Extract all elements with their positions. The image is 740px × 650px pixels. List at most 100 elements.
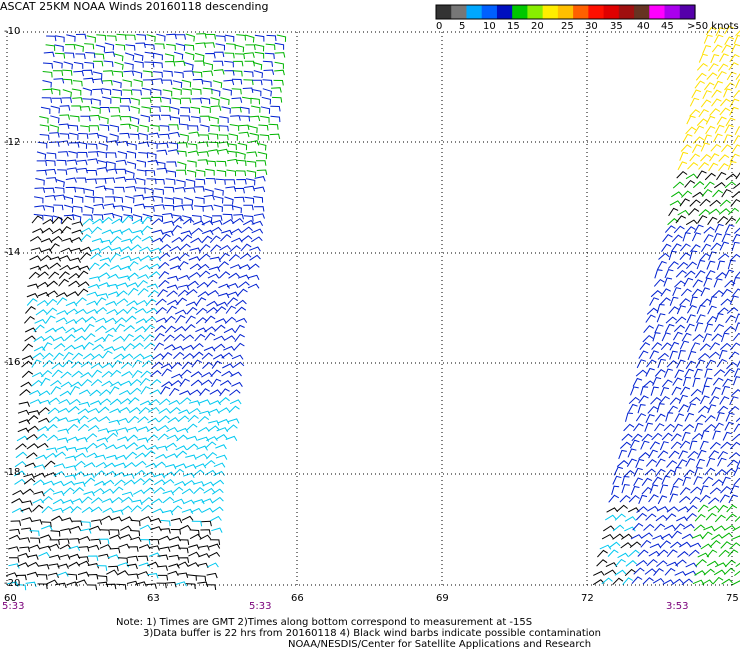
wind-barb — [195, 178, 206, 185]
wind-barb — [27, 415, 39, 423]
wind-barb — [700, 243, 712, 253]
wind-barb — [58, 554, 71, 560]
wind-barb — [672, 377, 683, 386]
wind-barb — [229, 245, 241, 253]
wind-barb — [170, 116, 180, 124]
wind-barb — [189, 247, 201, 253]
wind-barb — [129, 123, 139, 132]
wind-barb — [207, 562, 219, 568]
wind-barb — [672, 331, 683, 341]
wind-barb — [138, 152, 149, 159]
wind-barb — [170, 106, 180, 115]
wind-barb — [42, 480, 55, 486]
wind-barb — [731, 580, 740, 586]
wind-barb — [143, 487, 155, 494]
wind-barb — [112, 486, 124, 494]
wind-barb — [50, 88, 61, 96]
wind-barb — [130, 256, 142, 262]
wind-barb — [54, 44, 64, 52]
wind-barb — [68, 553, 81, 560]
wind-barb — [98, 406, 110, 414]
wind-barb — [146, 583, 157, 589]
wind-barb — [242, 96, 252, 104]
wind-barb — [48, 397, 60, 404]
wind-barb — [170, 529, 181, 535]
wind-barb — [92, 71, 103, 79]
wind-barb — [206, 300, 218, 307]
wind-barb — [705, 125, 716, 135]
wind-barb — [218, 141, 230, 147]
wind-barb — [99, 544, 112, 550]
wind-barb — [104, 51, 116, 57]
wind-barb — [204, 326, 216, 333]
wind-barb — [156, 167, 168, 174]
wind-barb — [651, 342, 663, 350]
colorbar-segment — [618, 5, 635, 19]
wind-barb — [677, 161, 688, 171]
wind-barb — [176, 434, 188, 442]
wind-barb — [186, 288, 198, 296]
wind-barb — [168, 563, 180, 569]
wind-barb — [104, 203, 116, 209]
wind-barb — [87, 563, 100, 569]
wind-barb — [633, 423, 644, 432]
wind-barb — [692, 191, 704, 198]
wind-barb — [72, 352, 84, 361]
wind-barb — [103, 346, 116, 352]
wind-barb — [701, 385, 710, 395]
wind-barb — [206, 279, 218, 288]
wind-barb — [168, 554, 180, 561]
wind-barb — [614, 513, 626, 521]
wind-barb — [727, 459, 739, 468]
wind-barb — [55, 179, 65, 188]
wind-barb — [132, 70, 143, 79]
wind-barb — [672, 287, 682, 297]
wind-barb — [204, 315, 216, 324]
wind-barb — [645, 314, 656, 323]
wind-barb — [69, 115, 80, 122]
wind-barb — [657, 260, 667, 270]
colorbar-frame — [435, 4, 696, 20]
wind-barb — [48, 271, 60, 280]
wind-barb — [685, 219, 698, 226]
wind-barb — [692, 377, 701, 388]
wind-barb — [689, 296, 698, 306]
wind-barb — [147, 152, 157, 160]
wind-barb — [199, 134, 210, 141]
lon-label-72: 72 — [581, 593, 594, 604]
wind-barb — [46, 579, 59, 585]
wind-barb — [135, 318, 148, 324]
wind-barb — [685, 457, 696, 467]
wind-barb — [144, 450, 156, 458]
wind-barb — [181, 234, 193, 243]
wind-barb — [232, 217, 244, 225]
wind-barb — [34, 205, 46, 211]
wind-barb — [70, 247, 82, 254]
wind-barb — [628, 403, 638, 413]
wind-barb — [692, 136, 704, 144]
wind-barb — [228, 253, 240, 262]
wind-barb — [210, 105, 222, 111]
wind-barb — [171, 214, 182, 222]
wind-barb — [138, 264, 151, 271]
wind-barb — [668, 306, 680, 315]
wind-barb — [593, 570, 605, 576]
wind-barb — [80, 252, 91, 261]
wind-barb — [248, 263, 260, 271]
wind-barb — [652, 332, 661, 342]
wind-barb — [59, 105, 71, 111]
wind-barb — [70, 381, 82, 388]
wind-barb — [176, 179, 186, 187]
wind-barb — [124, 195, 135, 204]
wind-barb — [147, 417, 160, 424]
wind-barb — [632, 377, 643, 387]
wind-barb — [167, 275, 179, 282]
wind-barb — [71, 88, 82, 96]
wind-barb — [250, 105, 261, 113]
wind-barb — [711, 534, 723, 541]
wind-barb — [166, 290, 178, 297]
wind-barb — [135, 581, 147, 587]
wind-barb — [114, 317, 127, 325]
wind-barb — [156, 149, 168, 156]
wind-barb — [40, 254, 52, 262]
